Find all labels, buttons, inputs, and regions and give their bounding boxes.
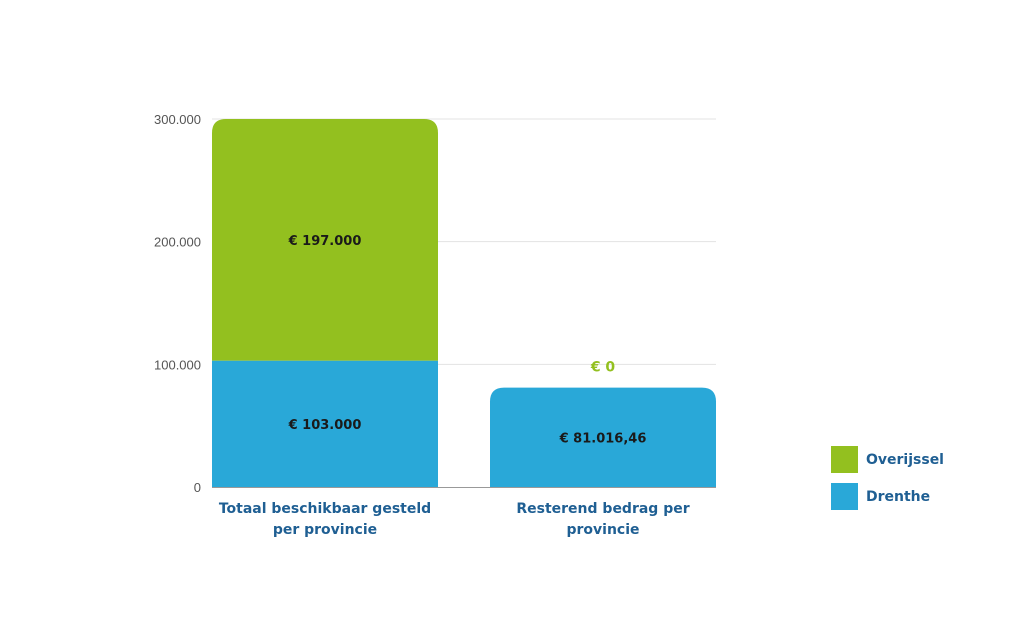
- bars: [212, 119, 716, 487]
- bar-segment: [212, 119, 438, 361]
- category-label: Resterend bedrag per: [516, 501, 689, 517]
- y-tick-label: 200.000: [154, 235, 201, 250]
- data-labels: € 103.000 € 197.000 € 81.016,46 € 0: [288, 234, 647, 446]
- category-label: per provincie: [273, 522, 377, 538]
- bar-segment: [490, 387, 716, 487]
- y-tick-label: 300.000: [154, 112, 201, 127]
- y-axis-ticks: 0 100.000 200.000 300.000: [154, 112, 201, 495]
- category-label: provincie: [566, 522, 639, 538]
- legend: Overijssel Drenthe: [831, 446, 944, 510]
- bar-value-label: € 197.000: [288, 234, 362, 249]
- y-tick-label: 0: [194, 480, 201, 495]
- bar-value-label: € 103.000: [288, 418, 362, 433]
- legend-swatch: [831, 446, 858, 473]
- legend-label: Overijssel: [866, 452, 944, 468]
- bar-segment: [212, 360, 438, 487]
- legend-label: Drenthe: [866, 489, 930, 505]
- category-label: Totaal beschikbaar gesteld: [219, 501, 431, 517]
- category-labels: Totaal beschikbaar gesteld per provincie R…: [219, 501, 690, 538]
- legend-swatch: [831, 483, 858, 510]
- bar-value-label: € 81.016,46: [559, 431, 647, 446]
- bar-value-label: € 0: [590, 360, 616, 376]
- y-tick-label: 100.000: [154, 357, 201, 372]
